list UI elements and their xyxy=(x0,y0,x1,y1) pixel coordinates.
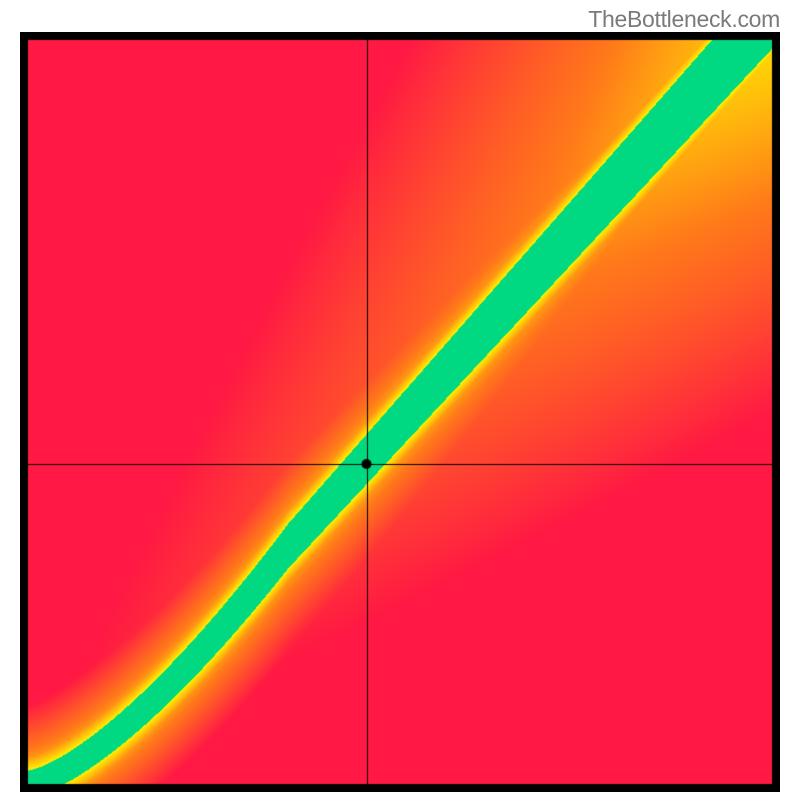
watermark-text: TheBottleneck.com xyxy=(588,6,780,33)
bottleneck-heatmap xyxy=(20,32,780,792)
heatmap-canvas xyxy=(20,32,780,792)
